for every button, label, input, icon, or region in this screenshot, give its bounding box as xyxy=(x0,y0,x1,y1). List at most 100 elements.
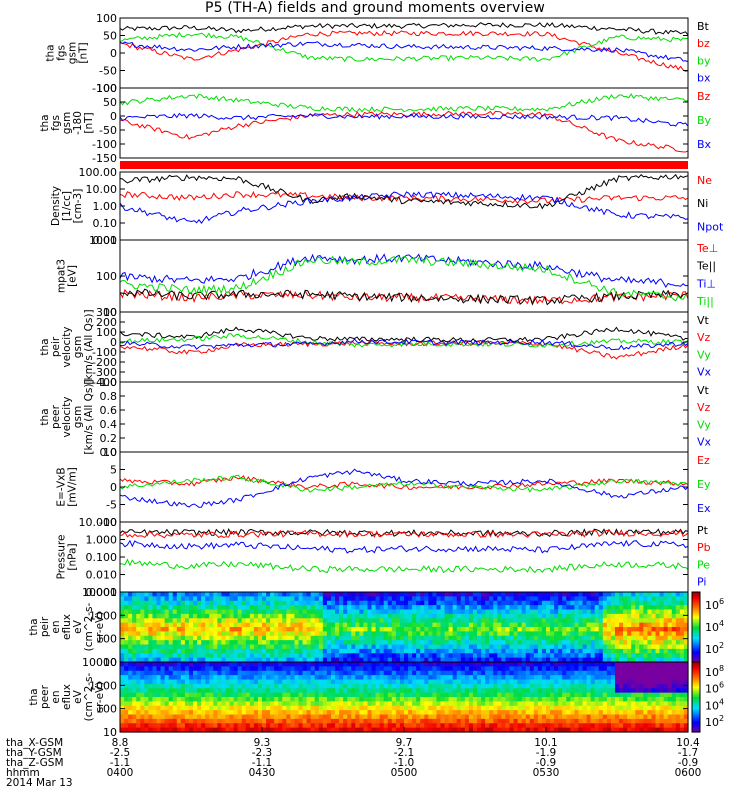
spectrogram-cell xyxy=(671,635,677,641)
spectrogram-cell xyxy=(144,727,149,733)
spectrogram-cell xyxy=(619,710,624,716)
spectrogram-cell xyxy=(375,631,381,637)
spectrogram-cell xyxy=(651,635,657,641)
spectrogram-cell xyxy=(168,635,174,641)
spectrogram-cell xyxy=(623,622,628,628)
spectrogram-cell xyxy=(188,714,194,720)
spectrogram-cell xyxy=(578,644,584,650)
spectrogram-cell xyxy=(335,631,340,637)
spectrogram-cell xyxy=(391,640,397,646)
spectrogram-cell xyxy=(541,666,547,672)
spectrogram-cell xyxy=(241,640,247,646)
spectrogram-cell xyxy=(436,697,442,702)
spectrogram-cell xyxy=(144,618,149,624)
spectrogram-cell xyxy=(533,670,539,676)
spectrogram-cell xyxy=(623,666,628,672)
spectrogram-cell xyxy=(314,705,320,711)
spectrogram-cell xyxy=(428,692,433,698)
spectrogram-cell xyxy=(193,697,198,702)
spectrogram-cell xyxy=(517,710,523,716)
spectrogram-cell xyxy=(298,644,304,650)
spectrogram-cell xyxy=(286,613,291,619)
spectrogram-cell xyxy=(298,622,304,628)
spectrogram-cell xyxy=(379,653,385,659)
spectrogram-cell xyxy=(606,609,612,615)
spectrogram-cell xyxy=(416,710,421,716)
spectrogram-cell xyxy=(647,723,653,729)
spectrogram-cell xyxy=(619,648,624,654)
spectrogram-cell xyxy=(343,631,348,637)
spectrogram-cell xyxy=(558,718,563,724)
spectrogram-cell xyxy=(152,640,158,646)
spectrogram-cell xyxy=(521,605,527,611)
spectrogram-cell xyxy=(363,710,369,716)
spectrogram-cell xyxy=(152,622,158,628)
spectrogram-cell xyxy=(371,692,377,698)
spectrogram-cell xyxy=(245,710,251,716)
spectrogram-cell xyxy=(322,592,328,597)
spectrogram-cell xyxy=(659,662,665,667)
spectrogram-cell xyxy=(460,679,466,685)
spectrogram-cell xyxy=(326,640,332,646)
spectrogram-cell xyxy=(505,609,511,615)
spectrogram-cell xyxy=(164,600,170,606)
spectrogram-cell xyxy=(614,640,620,646)
spectrogram-cell xyxy=(489,683,494,689)
spectrogram-cell xyxy=(521,618,527,624)
spectrogram-cell xyxy=(659,688,665,694)
spectrogram-cell xyxy=(570,657,575,663)
spectrogram-cell xyxy=(529,653,535,659)
colorbar-segment xyxy=(692,667,700,670)
spectrogram-cell xyxy=(298,670,304,676)
spectrogram-cell xyxy=(452,718,458,724)
spectrogram-cell xyxy=(546,675,551,681)
spectrogram-cell xyxy=(610,635,616,641)
spectrogram-cell xyxy=(160,662,166,667)
spectrogram-cell xyxy=(270,635,275,641)
spectrogram-cell xyxy=(420,701,425,707)
spectrogram-cell xyxy=(383,692,389,698)
spectrogram-cell xyxy=(290,609,296,615)
spectrogram-cell xyxy=(497,710,502,716)
spectrogram-cell xyxy=(404,688,409,694)
spectrogram-cell xyxy=(245,640,251,646)
spectrogram-cell xyxy=(659,631,665,637)
spectrogram-cell xyxy=(375,653,381,659)
spectrogram-cell xyxy=(444,592,450,597)
spectrogram-cell xyxy=(659,701,665,707)
spectrogram-cell xyxy=(233,705,239,711)
spectrogram-cell xyxy=(586,666,592,672)
spectrogram-cell xyxy=(468,605,474,611)
spectrogram-cell xyxy=(128,657,133,663)
spectrogram-cell xyxy=(253,609,259,615)
spectrogram-cell xyxy=(241,688,247,694)
spectrogram-cell xyxy=(355,618,360,624)
spectrogram-cell xyxy=(286,727,291,733)
spectrogram-cell xyxy=(213,648,218,654)
spectrogram-cell xyxy=(586,688,592,694)
series-line-Bx xyxy=(119,112,689,127)
spectrogram-cell xyxy=(371,705,377,711)
spectrogram-cell xyxy=(213,718,218,724)
spectrogram-cell xyxy=(351,644,356,650)
spectrogram-cell xyxy=(379,697,385,702)
spectrogram-cell xyxy=(184,697,190,702)
spectrogram-cell xyxy=(326,670,332,676)
spectrogram-cell xyxy=(456,705,462,711)
spectrogram-cell xyxy=(205,622,210,628)
spectrogram-cell xyxy=(460,662,466,667)
spectrogram-cell xyxy=(124,705,129,711)
spectrogram-cell xyxy=(477,657,482,663)
spectrogram-cell xyxy=(570,683,575,689)
spectrogram-cell xyxy=(570,710,575,716)
spectrogram-cell xyxy=(330,723,336,729)
spectrogram-cell xyxy=(408,675,413,681)
spectrogram-cell xyxy=(594,627,600,632)
spectrogram-cell xyxy=(266,648,271,654)
spectrogram-cell xyxy=(237,600,243,606)
spectrogram-cell xyxy=(168,727,174,733)
spectrogram-cell xyxy=(651,714,657,720)
spectrogram-cell xyxy=(590,662,596,667)
spectrogram-cell xyxy=(282,662,287,667)
spectrogram-cell xyxy=(639,705,644,711)
